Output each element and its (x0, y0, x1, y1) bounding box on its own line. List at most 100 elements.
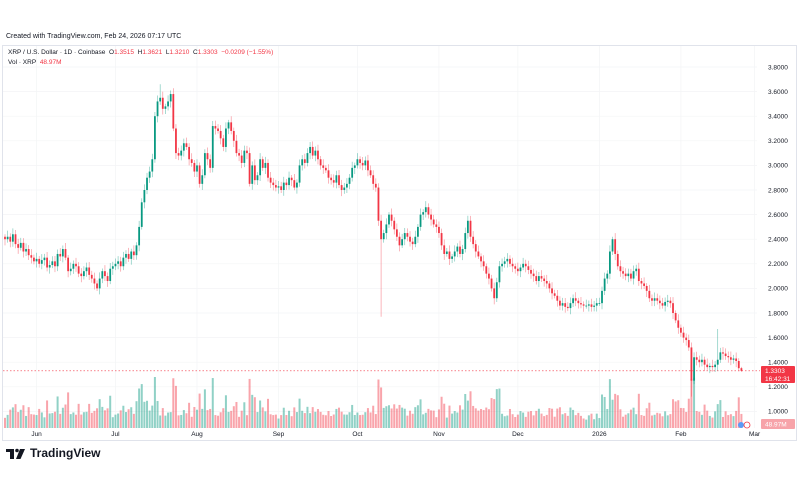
candle-body (677, 320, 680, 328)
candle (340, 179, 343, 197)
volume-bar (458, 405, 461, 428)
symbol-title[interactable]: XRP / U.S. Dollar · 1D · Coinbase (8, 49, 106, 56)
candle (227, 119, 230, 135)
volume-bar (390, 408, 393, 428)
candle-body (198, 165, 201, 184)
volume-bar (185, 413, 188, 428)
open-value: 1.3515 (114, 49, 134, 56)
candle-body (367, 160, 369, 171)
tradingview-logo[interactable]: TradingView (6, 446, 100, 460)
volume-bar (635, 414, 638, 428)
candle-body (332, 180, 335, 183)
candle-body (624, 273, 627, 277)
candle-body (69, 268, 72, 272)
candle (309, 142, 311, 160)
volume-bar (593, 419, 596, 428)
volume-bar (737, 397, 740, 428)
candle-body (138, 226, 141, 246)
candle (211, 120, 214, 173)
volume-bar (61, 407, 64, 428)
candle-body (201, 175, 204, 184)
volume-bar (372, 405, 375, 428)
candle (716, 328, 719, 371)
volume-bar (361, 414, 364, 428)
candle-body (380, 220, 382, 240)
candle-body (38, 258, 41, 264)
candle (506, 253, 509, 268)
volume-bar (30, 414, 33, 428)
candle (672, 297, 674, 319)
volume-title[interactable]: Vol · XRP (8, 59, 37, 66)
candle-body (653, 298, 656, 301)
candle-body (553, 293, 556, 296)
candle-body (448, 251, 451, 259)
candle-body (209, 159, 212, 168)
volume-bar (535, 410, 538, 428)
candle-body (203, 153, 206, 176)
candle (4, 234, 6, 246)
volume-bar (156, 400, 159, 428)
candle-body (674, 313, 677, 321)
candle-body (406, 233, 409, 237)
volume-bar (135, 401, 138, 428)
candle (685, 333, 688, 346)
candle (380, 214, 382, 317)
volume-bar (650, 415, 653, 428)
candle-body (151, 159, 154, 172)
volume-bar (380, 387, 383, 428)
volume-bar (669, 414, 672, 428)
candle-body (658, 300, 661, 304)
candle-body (88, 267, 91, 275)
candle-body (459, 246, 461, 254)
volume-line: Vol · XRP 48.97M (8, 58, 273, 68)
volume-bar (25, 415, 28, 428)
flag-icon[interactable] (743, 421, 751, 429)
volume-bar (498, 388, 501, 428)
price-tick-label: 3.8000 (768, 64, 788, 71)
candle-body (40, 260, 43, 264)
news-icon[interactable] (738, 422, 744, 428)
candle (314, 146, 317, 162)
time-tick-label: Dec (512, 431, 524, 438)
volume-bar (727, 415, 730, 428)
volume-bar (295, 412, 298, 428)
candle-body (61, 249, 64, 257)
candle (290, 175, 293, 187)
candle-body (543, 278, 546, 282)
candle-body (622, 271, 624, 274)
candle (637, 262, 640, 286)
candle-body (303, 159, 306, 163)
candle-body (482, 261, 485, 267)
candle (574, 292, 577, 307)
candle-body (14, 234, 17, 245)
volume-bar (703, 404, 706, 428)
candle (267, 159, 269, 182)
candle-body (227, 122, 230, 129)
candle (488, 267, 490, 285)
volume-bar (59, 413, 62, 428)
candle (503, 256, 506, 268)
candle-body (551, 288, 553, 294)
grid (3, 46, 757, 428)
candle-body (259, 159, 262, 176)
price-tick-label: 1.2000 (768, 384, 788, 391)
candle (530, 265, 532, 279)
candle-body (703, 359, 706, 365)
volume-bar (311, 407, 314, 428)
chart-pane[interactable] (2, 45, 797, 441)
volume-bar (17, 412, 20, 428)
candle (201, 169, 204, 190)
candle (119, 256, 122, 272)
candle-body (390, 214, 393, 221)
candle (424, 201, 427, 218)
volume-bar (664, 411, 667, 428)
candle (719, 347, 722, 363)
close-value: 1.3303 (197, 49, 218, 56)
candle (209, 154, 212, 173)
candle (217, 124, 219, 134)
candle (232, 127, 235, 147)
candle-body (669, 300, 672, 304)
candle (632, 265, 635, 285)
candle (48, 260, 51, 274)
